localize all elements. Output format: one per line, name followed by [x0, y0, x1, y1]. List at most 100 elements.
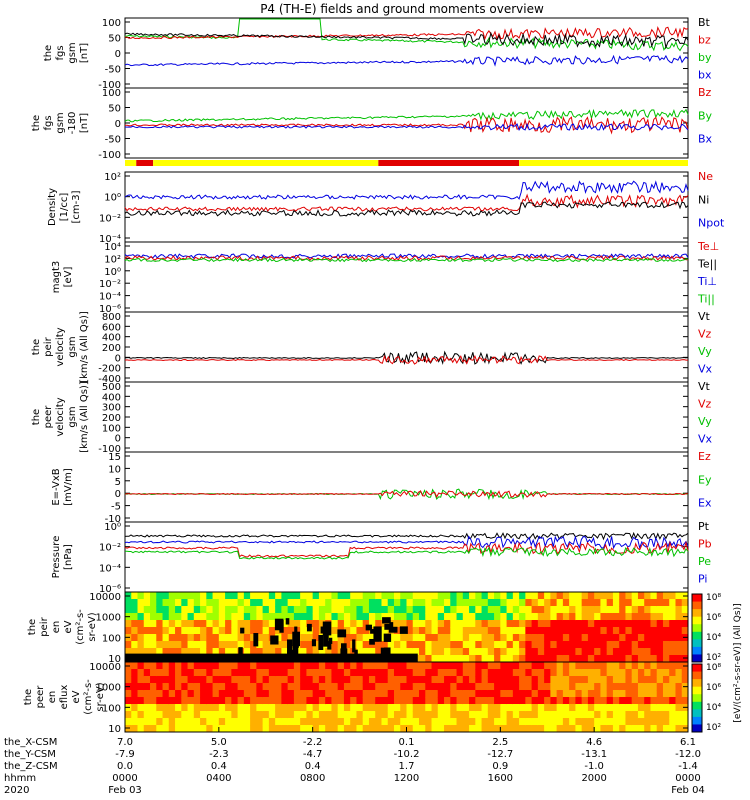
spectrogram-cell: [381, 718, 389, 726]
spectrogram-cell: [218, 725, 226, 733]
spectrogram-cell: [587, 725, 595, 733]
spectrogram-cell: [400, 641, 407, 649]
spectrogram-cell: [494, 599, 501, 607]
panel-frame: [124, 311, 689, 383]
spectrogram-cell: [381, 669, 389, 677]
spectrogram-cell: [156, 648, 164, 656]
spectrogram-cell: [487, 634, 495, 642]
spectrogram-cell: [212, 676, 220, 684]
spectrogram-cell: [669, 662, 676, 670]
spectrogram-cell: [644, 690, 651, 698]
spectrogram-cell: [575, 704, 583, 712]
spectrogram-cell: [575, 662, 583, 670]
spectrogram-cell: [587, 711, 595, 719]
spectrogram-cell: [356, 690, 364, 698]
spectrogram-cell: [312, 725, 320, 733]
spectrogram-cell: [669, 676, 676, 684]
spectrogram-cell: [218, 690, 226, 698]
spectrogram-cell: [450, 627, 458, 635]
spectrogram-cell: [200, 690, 207, 698]
spectrogram-cell: [444, 613, 451, 621]
spectrogram-cell: [456, 606, 464, 614]
spectrogram-cell: [531, 613, 539, 621]
spectrogram-cell: [519, 690, 526, 698]
spectrogram-cell: [318, 669, 326, 677]
y-tick-label: 200: [102, 413, 121, 424]
spectrogram-cell: [644, 725, 651, 733]
spectrogram-cell: [193, 718, 201, 726]
spectrogram-cell: [425, 718, 433, 726]
spectrogram-cell: [481, 627, 489, 635]
spectrogram-cell: [431, 704, 439, 712]
spectrogram-cell: [212, 718, 220, 726]
spectrogram-cell: [600, 627, 608, 635]
legend-item: bz: [698, 34, 711, 47]
spectrogram-cell: [444, 648, 451, 656]
spectrogram-cell: [425, 599, 433, 607]
spectrogram-cell: [669, 634, 676, 642]
spectrogram-cell: [575, 648, 583, 656]
spectrogram-cell: [275, 676, 282, 684]
spectrogram-cell: [494, 683, 501, 691]
x-row-label: hhmm: [4, 773, 36, 784]
spectrogram-cell: [225, 599, 232, 607]
spectrogram-cell: [512, 620, 520, 628]
spectrogram-cell: [519, 676, 526, 684]
y-axis-label: gsm: [67, 336, 78, 357]
spectrogram-cell: [512, 690, 520, 698]
spectrogram-cell: [544, 613, 551, 621]
spectrogram-cell: [343, 648, 351, 656]
x-tick-label: 0.9: [492, 761, 508, 772]
spectrogram-cell: [587, 704, 595, 712]
trace-npot: [124, 180, 689, 200]
spectrogram-cell: [331, 613, 339, 621]
spectrogram-cell: [131, 711, 139, 719]
spectrogram-cell: [175, 711, 182, 719]
spectrogram-cell: [212, 599, 220, 607]
spectrogram-cell: [437, 669, 445, 677]
spectrogram-cell: [525, 704, 533, 712]
spectrogram-cell: [644, 704, 651, 712]
spectrogram-cell: [556, 704, 564, 712]
spectrogram-cell: [525, 725, 533, 733]
spectrogram-cell: [681, 620, 689, 628]
spectrogram-cell: [268, 711, 276, 719]
spectrogram-cell: [262, 690, 270, 698]
spectrogram-cell: [368, 620, 376, 628]
spectrogram-cell: [456, 634, 464, 642]
spectrogram-cell: [612, 662, 620, 670]
spectrogram-cell: [125, 599, 132, 607]
spectrogram-cell: [381, 592, 389, 600]
spectrogram-cell: [218, 592, 226, 600]
spectrogram-cell: [375, 718, 382, 726]
spectrogram-cell: [662, 704, 670, 712]
spectrogram-cell: [125, 641, 132, 649]
spectrogram-cell: [268, 641, 276, 649]
spectrogram-cell: [506, 592, 514, 600]
legend-item: By: [698, 109, 713, 122]
spectrogram-cell: [412, 697, 420, 705]
spectrogram-cell: [387, 641, 395, 649]
spectrogram-cell: [425, 620, 433, 628]
spectrogram-cell: [681, 669, 689, 677]
spectrogram-cell: [356, 599, 364, 607]
spectrogram-cell: [525, 676, 533, 684]
spectrogram-cell: [362, 627, 370, 635]
spectrogram-cell: [594, 634, 601, 642]
legend-item: Ni: [698, 193, 709, 206]
spectrogram-cell: [487, 648, 495, 656]
spectrogram-cell: [437, 599, 445, 607]
spectrogram-cell: [544, 662, 551, 670]
spectrogram-cell: [619, 704, 626, 712]
spectrogram-cell: [587, 641, 595, 649]
colorbar-top-swatch: [692, 609, 702, 618]
spectrogram-cell: [250, 662, 257, 670]
spectrogram-cell: [156, 634, 164, 642]
spectrogram-cell: [175, 592, 182, 600]
spectrogram-cell: [581, 725, 589, 733]
spectrogram-cell: [218, 697, 226, 705]
spectrogram-cell: [262, 613, 270, 621]
spectrogram-cell: [487, 711, 495, 719]
spectrogram-cell: [450, 690, 458, 698]
spectrogram-cell: [200, 634, 207, 642]
